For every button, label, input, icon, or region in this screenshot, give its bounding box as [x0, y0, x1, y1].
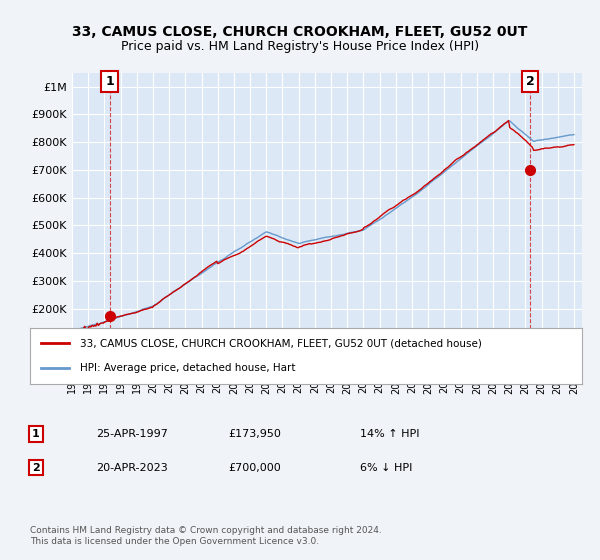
Text: 25-APR-1997: 25-APR-1997 — [96, 429, 168, 439]
Text: Contains HM Land Registry data © Crown copyright and database right 2024.
This d: Contains HM Land Registry data © Crown c… — [30, 526, 382, 546]
Text: 1: 1 — [105, 75, 114, 88]
Text: 2: 2 — [32, 463, 40, 473]
Text: £700,000: £700,000 — [228, 463, 281, 473]
Text: HPI: Average price, detached house, Hart: HPI: Average price, detached house, Hart — [80, 363, 295, 373]
Text: £173,950: £173,950 — [228, 429, 281, 439]
Text: 6% ↓ HPI: 6% ↓ HPI — [360, 463, 412, 473]
Text: 20-APR-2023: 20-APR-2023 — [96, 463, 168, 473]
Text: 33, CAMUS CLOSE, CHURCH CROOKHAM, FLEET, GU52 0UT (detached house): 33, CAMUS CLOSE, CHURCH CROOKHAM, FLEET,… — [80, 338, 482, 348]
Text: Price paid vs. HM Land Registry's House Price Index (HPI): Price paid vs. HM Land Registry's House … — [121, 40, 479, 53]
Text: 33, CAMUS CLOSE, CHURCH CROOKHAM, FLEET, GU52 0UT: 33, CAMUS CLOSE, CHURCH CROOKHAM, FLEET,… — [73, 25, 527, 39]
Text: 14% ↑ HPI: 14% ↑ HPI — [360, 429, 419, 439]
Text: 1: 1 — [32, 429, 40, 439]
Text: 2: 2 — [526, 75, 535, 88]
